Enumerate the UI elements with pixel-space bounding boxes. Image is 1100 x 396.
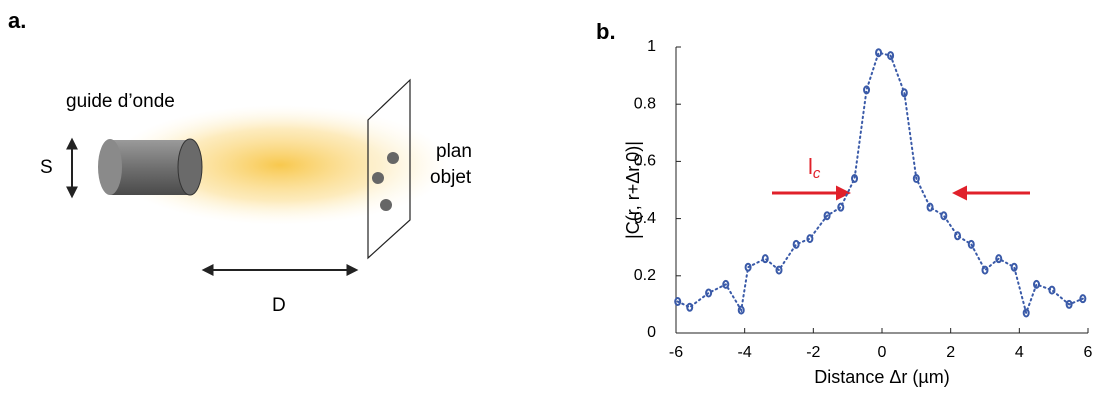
data-point <box>1048 285 1056 295</box>
data-point <box>981 265 989 275</box>
x-tick-label: -2 <box>806 344 820 361</box>
x-tick-label: 2 <box>946 344 955 361</box>
data-point <box>851 174 859 184</box>
data-point <box>674 297 682 307</box>
data-point <box>1010 262 1018 272</box>
data-point <box>940 211 948 221</box>
data-point <box>926 202 934 212</box>
s-label: S <box>40 157 53 178</box>
object <box>380 199 392 211</box>
waveguide-body <box>110 140 190 195</box>
annotation-main: l <box>808 154 813 179</box>
annotation: lc <box>808 154 821 182</box>
waveguide-front <box>177 138 203 196</box>
y-tick-label: 0.6 <box>634 153 656 170</box>
d-label: D <box>272 295 286 316</box>
data-point <box>954 231 962 241</box>
data-point <box>1033 279 1040 289</box>
annotation-sub: c <box>813 165 821 182</box>
data-point <box>722 279 730 289</box>
x-tick-label: -6 <box>669 344 683 361</box>
object-plane <box>367 78 411 260</box>
y-tick-label: 0 <box>647 324 656 341</box>
object <box>372 172 384 184</box>
data-point <box>806 234 814 244</box>
data-point <box>761 254 769 264</box>
data-point <box>900 88 908 98</box>
data-point <box>744 262 752 272</box>
data-point <box>1065 299 1073 309</box>
data-point <box>792 239 800 249</box>
y-tick-label: 0.8 <box>634 95 656 112</box>
data-point <box>705 288 713 298</box>
waveguide-back <box>98 139 122 195</box>
x-tick-label: -4 <box>738 344 752 361</box>
series-line <box>676 51 1084 317</box>
data-point <box>1079 294 1087 304</box>
data-point <box>875 48 883 58</box>
x-tick-label: 6 <box>1084 344 1093 361</box>
y-tick-label: 1 <box>647 38 656 55</box>
data-point <box>967 239 975 249</box>
light-beam <box>110 105 450 225</box>
data-point <box>823 211 831 221</box>
data-point <box>995 254 1003 264</box>
y-tick-label: 0.2 <box>634 267 656 284</box>
x-tick-label: 4 <box>1015 344 1024 361</box>
plane-label: plan <box>436 141 472 162</box>
data-point <box>863 85 871 95</box>
object <box>387 152 399 164</box>
data-point <box>737 305 745 315</box>
panel-label: b. <box>596 19 616 44</box>
data-point <box>686 302 694 312</box>
data-point <box>837 202 845 212</box>
y-tick-label: 0.4 <box>634 210 656 227</box>
plane-label: objet <box>430 167 472 188</box>
data-point <box>775 265 783 275</box>
data-point <box>912 174 920 184</box>
chart: b. lc Distance Δr (µm) |C(r, r+Δr,0)| -6… <box>596 19 1093 387</box>
data-point <box>887 51 895 61</box>
data-point <box>1022 308 1030 318</box>
waveguide-label: guide d’onde <box>66 91 175 112</box>
x-tick-label: 0 <box>878 344 887 361</box>
x-axis-label: Distance Δr (µm) <box>814 367 949 387</box>
panel-label: a. <box>8 8 26 33</box>
y-axis-label: |C(r, r+Δr,0)| <box>623 141 643 239</box>
